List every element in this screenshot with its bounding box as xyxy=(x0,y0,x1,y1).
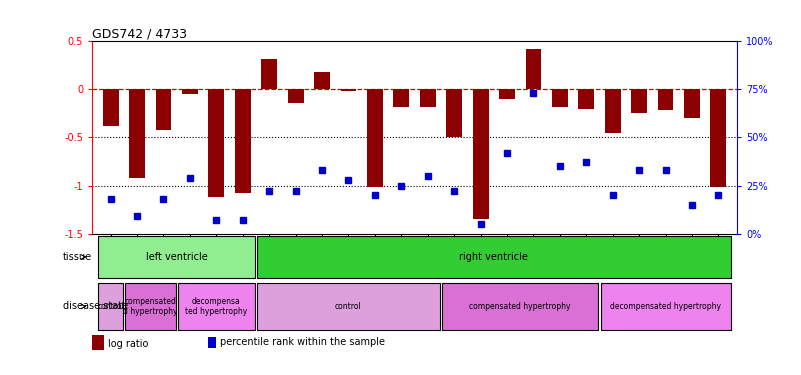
Text: disease state: disease state xyxy=(63,302,128,311)
Bar xyxy=(473,89,489,219)
Bar xyxy=(208,337,216,348)
Bar xyxy=(601,283,731,330)
Bar xyxy=(257,283,440,330)
Bar xyxy=(99,283,123,330)
Bar xyxy=(178,283,255,330)
Bar xyxy=(420,89,436,106)
Text: control: control xyxy=(97,302,124,311)
Text: percentile rank within the sample: percentile rank within the sample xyxy=(219,337,384,347)
Bar xyxy=(208,89,224,197)
Bar xyxy=(442,283,598,330)
Text: control: control xyxy=(335,302,362,311)
Text: decompensa
ted hypertrophy: decompensa ted hypertrophy xyxy=(185,297,248,316)
Bar xyxy=(684,89,700,118)
Bar xyxy=(92,335,103,350)
Text: tissue: tissue xyxy=(63,252,92,262)
Text: left ventricle: left ventricle xyxy=(146,252,207,262)
Text: GDS742 / 4733: GDS742 / 4733 xyxy=(92,27,187,40)
Bar xyxy=(499,89,515,99)
Bar xyxy=(155,89,171,130)
Bar xyxy=(446,89,462,137)
Bar xyxy=(314,72,330,89)
Bar xyxy=(710,89,727,188)
Bar xyxy=(235,89,251,193)
Bar xyxy=(605,89,621,133)
Bar xyxy=(261,58,277,89)
Bar xyxy=(578,89,594,109)
Text: decompensated hypertrophy: decompensated hypertrophy xyxy=(610,302,721,311)
Bar xyxy=(103,89,119,126)
Bar xyxy=(288,89,304,103)
Bar xyxy=(129,89,145,178)
Text: compensated hypertrophy: compensated hypertrophy xyxy=(469,302,571,311)
Text: log ratio: log ratio xyxy=(108,339,149,348)
Bar xyxy=(552,89,568,106)
Text: right ventricle: right ventricle xyxy=(459,252,528,262)
Bar xyxy=(658,89,674,111)
Bar xyxy=(367,89,383,188)
Bar xyxy=(340,89,356,91)
Bar xyxy=(393,89,409,106)
Bar xyxy=(182,89,198,94)
Text: compensated
d hypertrophy: compensated d hypertrophy xyxy=(123,297,178,316)
Bar xyxy=(631,89,647,113)
Bar xyxy=(525,49,541,89)
Bar xyxy=(257,236,731,278)
Bar xyxy=(125,283,175,330)
Bar xyxy=(99,236,255,278)
